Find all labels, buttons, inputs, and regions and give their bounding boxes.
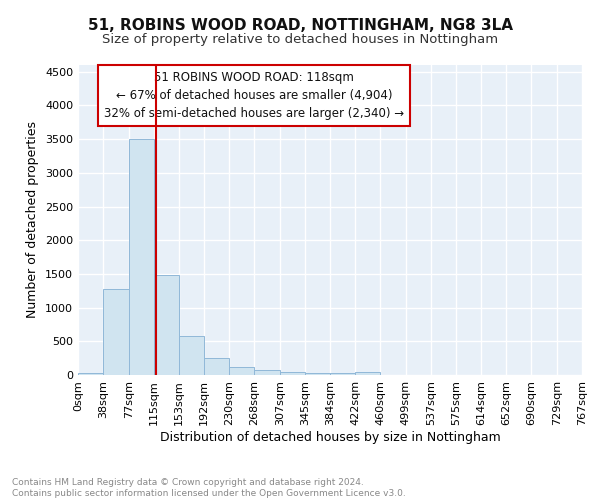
X-axis label: Distribution of detached houses by size in Nottingham: Distribution of detached houses by size … — [160, 430, 500, 444]
Text: Size of property relative to detached houses in Nottingham: Size of property relative to detached ho… — [102, 32, 498, 46]
Bar — [204, 358, 229, 375]
Bar — [78, 373, 103, 375]
Text: 51 ROBINS WOOD ROAD: 118sqm
← 67% of detached houses are smaller (4,904)
32% of : 51 ROBINS WOOD ROAD: 118sqm ← 67% of det… — [104, 71, 404, 120]
Bar — [103, 288, 128, 375]
Bar — [355, 372, 380, 375]
Bar — [305, 374, 331, 375]
Text: 51, ROBINS WOOD ROAD, NOTTINGHAM, NG8 3LA: 51, ROBINS WOOD ROAD, NOTTINGHAM, NG8 3L… — [88, 18, 512, 32]
Bar — [128, 139, 154, 375]
Bar — [280, 372, 305, 375]
Bar — [154, 276, 179, 375]
Text: Contains HM Land Registry data © Crown copyright and database right 2024.
Contai: Contains HM Land Registry data © Crown c… — [12, 478, 406, 498]
Y-axis label: Number of detached properties: Number of detached properties — [26, 122, 40, 318]
Bar — [331, 373, 355, 375]
Bar — [229, 367, 254, 375]
Bar — [254, 370, 280, 375]
Bar — [179, 336, 204, 375]
